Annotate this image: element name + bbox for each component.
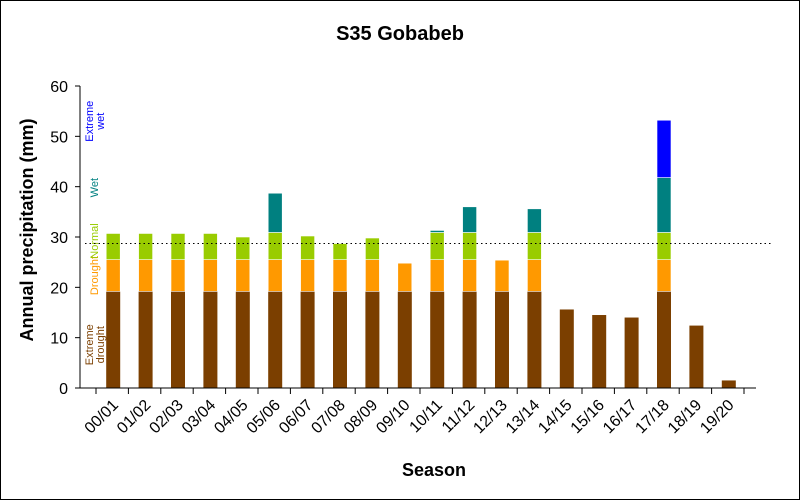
bar-segment-drought bbox=[300, 259, 315, 292]
class-label-wet: Wet bbox=[89, 178, 101, 197]
bar-segment-normal bbox=[203, 233, 218, 260]
x-tick-label: 17/18 bbox=[632, 397, 672, 437]
class-label-drought: Drought bbox=[89, 256, 101, 295]
bar-segment-extreme-drought bbox=[495, 291, 509, 388]
x-tick-label: 02/03 bbox=[146, 397, 186, 437]
bar-segment-normal bbox=[429, 232, 445, 260]
bar-segment-drought bbox=[138, 259, 153, 292]
bar-segment-extreme-drought bbox=[365, 291, 380, 388]
x-tick-label: 14/15 bbox=[535, 397, 575, 437]
x-tick-label: 13/14 bbox=[503, 397, 543, 437]
bar-segment-drought bbox=[656, 259, 672, 292]
bar-segment-normal bbox=[462, 232, 477, 260]
class-label-extreme-drought: Extremedrought bbox=[84, 324, 107, 365]
bar-segment-normal bbox=[527, 232, 542, 260]
bar-segment-normal bbox=[105, 233, 121, 260]
bar-segment-normal bbox=[170, 233, 186, 260]
x-tick-label: 00/01 bbox=[82, 397, 122, 437]
bar-segment-extreme-drought bbox=[333, 291, 347, 388]
x-axis-title: Season bbox=[402, 460, 466, 480]
bar-segment-extreme-drought bbox=[300, 291, 315, 388]
bar-segment-drought bbox=[462, 259, 477, 292]
y-tick-label: 50 bbox=[50, 129, 68, 146]
y-tick-label: 10 bbox=[50, 331, 68, 348]
bars bbox=[85, 119, 771, 388]
y-tick-label: 60 bbox=[50, 79, 68, 96]
bar-segment-extreme-drought bbox=[527, 291, 542, 388]
x-tick-label: 03/04 bbox=[179, 397, 219, 437]
bar-segment-drought bbox=[365, 259, 380, 292]
x-tick-label: 15/16 bbox=[568, 397, 608, 437]
bar-segment-extreme-drought bbox=[657, 291, 671, 388]
x-tick-label: 04/05 bbox=[211, 397, 251, 437]
x-tick-label: 19/20 bbox=[697, 397, 737, 437]
bar-segment-extreme-wet bbox=[656, 119, 672, 178]
x-tick-label: 09/10 bbox=[373, 397, 413, 437]
x-tick-label: 10/11 bbox=[407, 397, 447, 437]
x-tick-label: 07/08 bbox=[308, 397, 348, 437]
bar-segment-extreme-drought bbox=[559, 309, 574, 388]
bar-segment-drought bbox=[235, 259, 251, 292]
bar-segment-extreme-drought bbox=[397, 291, 412, 388]
bar-segment-drought bbox=[170, 259, 186, 292]
bar-segment-wet bbox=[462, 206, 477, 233]
x-tick-label: 11/12 bbox=[439, 397, 479, 437]
bar-segment-drought bbox=[105, 259, 121, 292]
bar-segment-extreme-drought bbox=[138, 291, 153, 388]
bar-segment-normal bbox=[267, 232, 283, 260]
x-tick-label: 08/09 bbox=[341, 397, 381, 437]
x-tick-label: 05/06 bbox=[244, 397, 284, 437]
bar-segment-drought bbox=[397, 262, 413, 292]
class-label-normal: Normal bbox=[89, 223, 101, 258]
bar-segment-drought bbox=[527, 259, 542, 292]
bar-segment-normal bbox=[235, 236, 251, 260]
y-tick-label: 40 bbox=[50, 180, 68, 197]
bar-segment-extreme-drought bbox=[203, 291, 218, 388]
bar-segment-drought bbox=[494, 259, 510, 292]
bar-segment-extreme-drought bbox=[235, 291, 250, 388]
bar-segment-wet bbox=[267, 192, 283, 233]
bar-segment-drought bbox=[267, 259, 283, 292]
y-axis-title: Annual precipitation (mm) bbox=[17, 118, 37, 341]
bar-segment-extreme-drought bbox=[721, 380, 736, 388]
y-tick-label: 30 bbox=[50, 230, 68, 247]
bar-segment-extreme-drought bbox=[106, 291, 121, 388]
x-tick-label: 12/13 bbox=[470, 397, 510, 437]
x-tick-label: 06/07 bbox=[276, 397, 316, 437]
bar-segment-drought bbox=[332, 259, 348, 292]
y-tick-label: 20 bbox=[50, 280, 68, 297]
bar-segment-normal bbox=[300, 235, 315, 260]
class-label-extreme-wet: Extremewet bbox=[84, 101, 107, 142]
bar-segment-wet bbox=[527, 208, 542, 233]
bar-segment-normal bbox=[138, 233, 153, 260]
bar-segment-extreme-drought bbox=[268, 291, 283, 388]
bar-segment-normal bbox=[332, 243, 348, 260]
bar-segment-drought bbox=[429, 259, 445, 292]
x-tick-label: 16/17 bbox=[600, 397, 640, 437]
bar-segment-wet bbox=[656, 177, 672, 233]
bar-segment-normal bbox=[365, 237, 380, 260]
y-tick-label: 0 bbox=[59, 381, 68, 398]
x-tick-label: 01/02 bbox=[114, 397, 154, 437]
bar-segment-drought bbox=[203, 259, 218, 292]
bar-segment-extreme-drought bbox=[689, 325, 704, 388]
bar-segment-wet bbox=[429, 230, 445, 233]
bar-segment-normal bbox=[656, 232, 672, 260]
bar-segment-extreme-drought bbox=[430, 291, 445, 388]
bar-segment-extreme-drought bbox=[462, 291, 477, 388]
bar-segment-extreme-drought bbox=[624, 317, 639, 388]
bar-segment-extreme-drought bbox=[171, 291, 185, 388]
x-tick-label: 18/19 bbox=[665, 397, 705, 437]
chart-title: S35 Gobabeb bbox=[336, 23, 464, 45]
bar-segment-extreme-drought bbox=[592, 315, 607, 388]
